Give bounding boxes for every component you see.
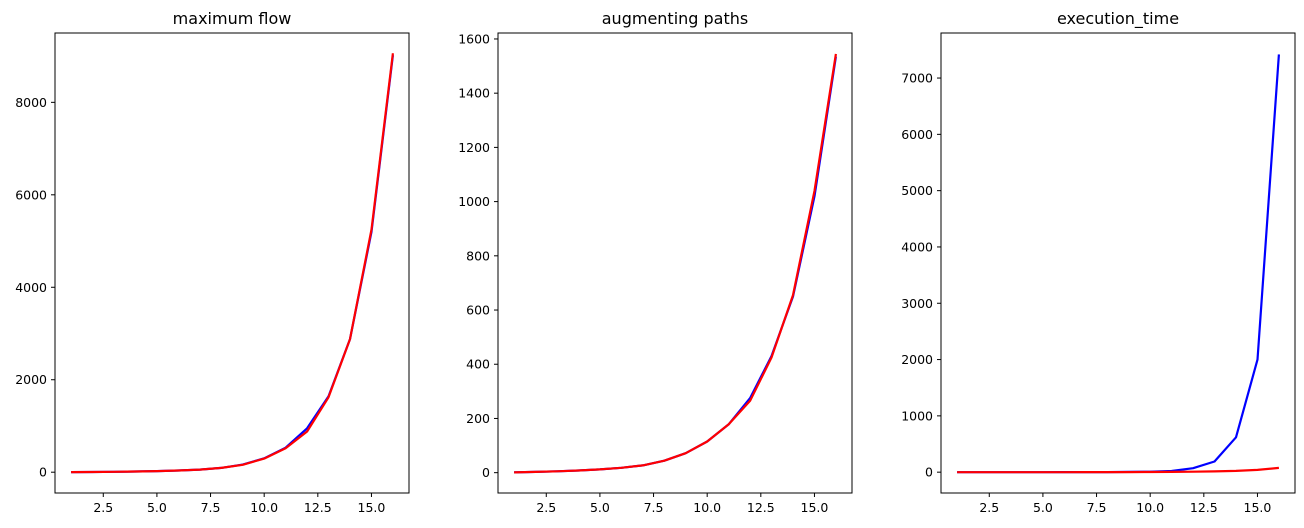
y-tick-label: 1600 [458, 31, 490, 46]
y-tick-label: 5000 [901, 183, 933, 198]
x-tick-label: 15.0 [1244, 500, 1272, 515]
y-tick-label: 1000 [901, 408, 933, 423]
x-tick-label: 2.5 [536, 500, 556, 515]
x-tick-label: 5.0 [590, 500, 610, 515]
x-tick-label: 12.5 [747, 500, 775, 515]
chart-augmenting-paths: augmenting paths 2.5 5.0 7.5 10.0 12.5 15.002… [458, 9, 853, 515]
x-tick-label: 5.0 [147, 500, 167, 515]
y-tick-label: 7000 [901, 71, 933, 86]
x-tick-label: 10.0 [250, 500, 278, 515]
y-tick-label: 0 [925, 465, 933, 480]
y-tick-label: 6000 [15, 187, 47, 202]
series-line-2 [514, 53, 837, 474]
plot-area: 2.5 5.0 7.5 10.0 12.5 15.0 0 2000 4000 6000 8000 [15, 32, 410, 515]
chart-execution-time: execution_time 2.5 5.0 7.5 10.0 12.5 15.0 0 100… [901, 9, 1296, 515]
x-tick-label: 2.5 [93, 500, 113, 515]
x-tick-label: 12.5 [1190, 500, 1218, 515]
series-line-2 [957, 466, 1280, 474]
axes-frame [54, 32, 410, 494]
y-tick-label: 200 [466, 411, 490, 426]
chart-maximum-flow: maximum flow 2.5 5.0 7.5 10.0 12.5 15.0 0 2000 4… [15, 9, 410, 515]
y-tick-label: 3000 [901, 296, 933, 311]
x-tick-label: 7.5 [644, 500, 664, 515]
x-tick-label: 7.5 [1087, 500, 1107, 515]
y-tick-label: 400 [466, 357, 490, 372]
y-tick-label: 2000 [901, 352, 933, 367]
x-tick-label: 2.5 [979, 500, 999, 515]
x-tick-label: 12.5 [304, 500, 332, 515]
axes-frame [497, 32, 853, 494]
x-tick-label: 7.5 [201, 500, 221, 515]
series-line-1 [957, 54, 1280, 474]
y-tick-label: 2000 [15, 372, 47, 387]
axes-frame [940, 32, 1296, 494]
x-tick-label: 15.0 [358, 500, 386, 515]
chart-title: execution_time [1057, 9, 1179, 29]
x-tick-label: 15.0 [801, 500, 829, 515]
y-tick-label: 800 [466, 248, 490, 263]
y-tick-label: 8000 [15, 95, 47, 110]
plot-area: 2.5 5.0 7.5 10.0 12.5 15.0 0 1000 2000 3000 4000 50… [901, 32, 1296, 515]
y-tick-label: 4000 [15, 280, 47, 295]
plot-area: 2.5 5.0 7.5 10.0 12.5 15.0 0 200 400 600 800 1000 12… [458, 31, 853, 515]
series-line-1 [514, 56, 837, 474]
y-tick-label: 4000 [901, 239, 933, 254]
y-tick-label: 6000 [901, 127, 933, 142]
y-tick-label: 600 [466, 303, 490, 318]
y-tick-label: 1400 [458, 86, 490, 101]
x-tick-label: 10.0 [1136, 500, 1164, 515]
y-tick-label: 1000 [458, 194, 490, 209]
y-tick-label: 0 [482, 465, 490, 480]
y-tick-label: 1200 [458, 140, 490, 155]
x-tick-label: 5.0 [1033, 500, 1053, 515]
chart-title: augmenting paths [602, 9, 748, 28]
chart-title: maximum flow [173, 9, 292, 28]
series-line-1 [71, 55, 394, 474]
x-tick-label: 10.0 [693, 500, 721, 515]
series-line-2 [71, 53, 394, 474]
y-tick-label: 0 [39, 465, 47, 480]
